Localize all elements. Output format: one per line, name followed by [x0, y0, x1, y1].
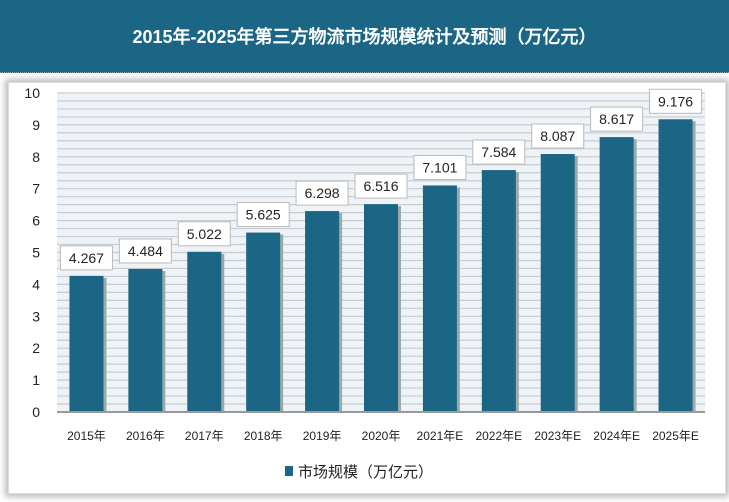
- data-label-box: [177, 221, 231, 247]
- bar: [540, 154, 575, 412]
- bar: [481, 170, 516, 412]
- data-label: 4.267: [69, 250, 104, 266]
- y-tick-label: 1: [32, 372, 40, 388]
- bar: [364, 204, 398, 412]
- bar: [422, 185, 457, 412]
- data-label-box: [118, 238, 172, 264]
- data-label-box: [295, 180, 349, 206]
- bar: [187, 251, 222, 412]
- legend-swatch: [285, 466, 293, 476]
- x-tick-label: 2016年: [126, 429, 165, 443]
- x-tick-label: 2020年: [362, 429, 401, 443]
- legend: [262, 455, 452, 488]
- y-tick-label: 3: [32, 308, 40, 324]
- data-label-box: [236, 202, 290, 228]
- data-label-box: [531, 123, 585, 149]
- data-label-box: [649, 88, 703, 114]
- title-banner: 2015年-2025年第三方物流市场规模统计及预测（万亿元）: [0, 0, 729, 73]
- data-label: 5.022: [187, 226, 222, 242]
- chart-title: 2015年-2025年第三方物流市场规模统计及预测（万亿元）: [132, 27, 597, 47]
- y-tick-label: 2: [32, 340, 40, 356]
- x-tick-label: 2021年E: [417, 429, 464, 443]
- y-tick-label: 8: [32, 149, 40, 165]
- y-tick-label: 6: [32, 213, 40, 229]
- legend-label: 市场规模（万亿元）: [298, 464, 433, 481]
- data-label: 9.176: [658, 93, 693, 109]
- data-label: 8.087: [540, 128, 575, 144]
- bar: [246, 232, 281, 412]
- bar: [305, 211, 340, 412]
- x-tick-label: 2019年: [303, 429, 342, 443]
- bar: [658, 119, 693, 413]
- y-tick-label: 7: [32, 181, 40, 197]
- x-tick-label: 2017年: [185, 429, 224, 443]
- data-label-box: [413, 154, 467, 180]
- data-label: 7.584: [481, 144, 516, 160]
- data-label: 5.625: [246, 207, 281, 223]
- data-label: 8.617: [599, 111, 634, 127]
- data-label: 7.101: [422, 159, 457, 175]
- data-label-box: [472, 139, 526, 165]
- y-tick-label: 10: [24, 85, 40, 101]
- x-tick-label: 2018年: [244, 429, 283, 443]
- x-tick-label: 2022年E: [475, 429, 522, 443]
- x-tick-label: 2025年E: [652, 429, 699, 443]
- bar: [69, 275, 104, 412]
- y-tick-label: 9: [32, 117, 40, 133]
- data-label: 6.516: [363, 178, 398, 194]
- x-tick-label: 2024年E: [593, 429, 640, 443]
- bar: [599, 137, 634, 412]
- y-tick-label: 4: [32, 276, 40, 292]
- data-label-box: [59, 245, 113, 271]
- data-label: 6.298: [305, 185, 340, 201]
- x-tick-label: 2015年: [67, 429, 106, 443]
- y-tick-label: 0: [32, 404, 40, 420]
- data-label-box: [354, 173, 408, 199]
- data-label: 4.484: [128, 243, 163, 259]
- data-label-box: [590, 106, 644, 132]
- x-tick-label: 2023年E: [534, 429, 581, 443]
- bar: [128, 268, 163, 412]
- y-tick-label: 5: [32, 245, 40, 261]
